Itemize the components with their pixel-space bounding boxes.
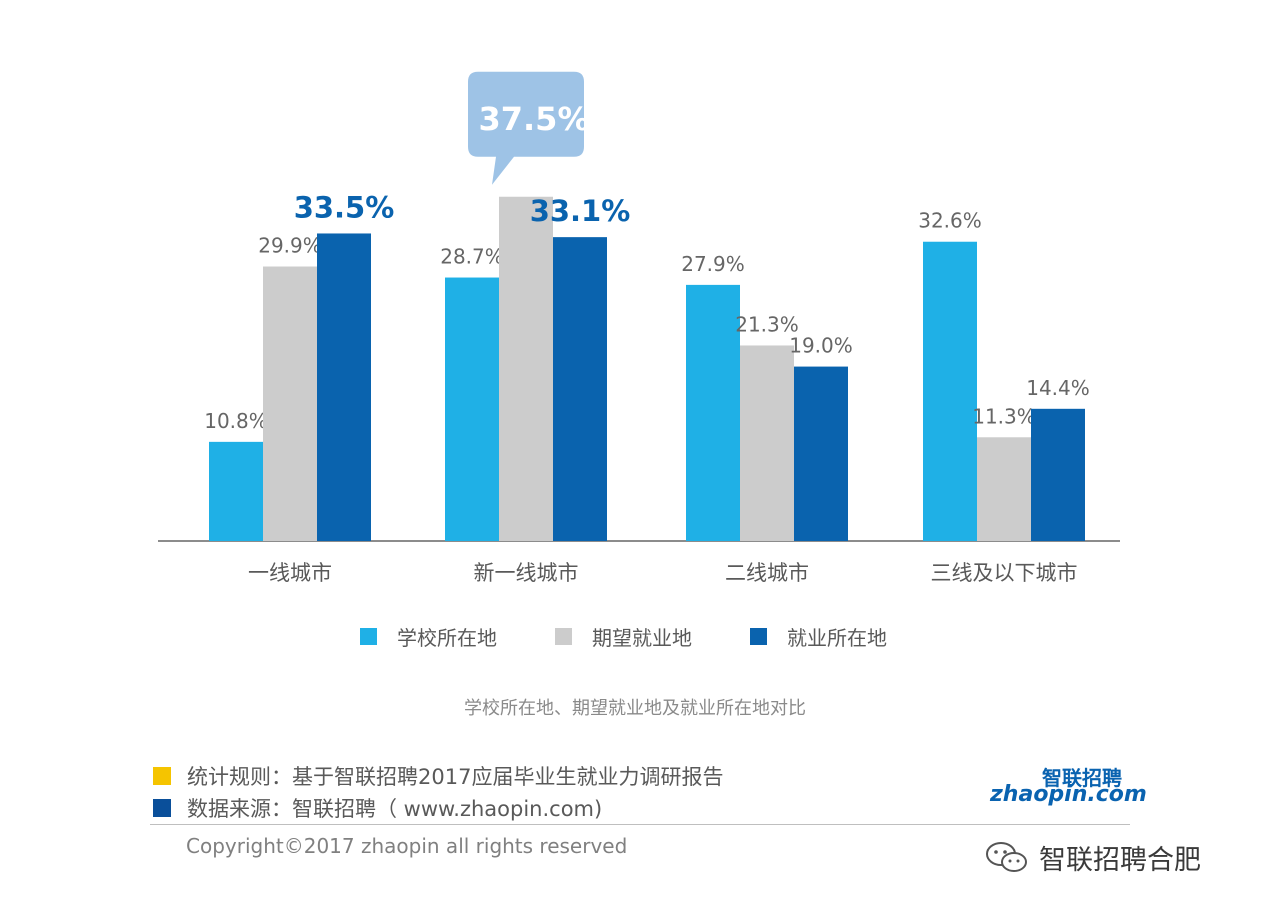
- legend-item-employment: 就业所在地: [750, 622, 887, 651]
- bubble-label: 37.5%: [478, 100, 589, 138]
- data-label: 28.7%: [440, 245, 504, 269]
- bar-2-0: [686, 284, 740, 541]
- note-stat-rule: 统计规则：基于智联招聘2017应届毕业生就业力调研报告: [153, 760, 723, 792]
- speech-bubble: [468, 71, 584, 185]
- x-tick-label: 新一线城市: [474, 561, 579, 585]
- legend-swatch-school: [360, 628, 377, 645]
- legend: 学校所在地 期望就业地 就业所在地: [360, 622, 945, 651]
- legend-swatch-employment: [750, 628, 767, 645]
- legend-item-expected: 期望就业地: [555, 622, 692, 651]
- bar-1-1: [499, 196, 553, 541]
- data-label: 11.3%: [972, 404, 1036, 428]
- data-label-highlight: 33.5%: [294, 190, 395, 224]
- note-swatch-blue: [153, 799, 171, 817]
- bar-2-1: [740, 345, 794, 541]
- data-label: 32.6%: [918, 209, 982, 233]
- bar-1-0: [445, 277, 499, 541]
- data-label: 10.8%: [204, 409, 268, 433]
- logo-en: zhaopin.com: [990, 782, 1147, 807]
- bar-chart: 10.8% 29.9% 33.5% 一线城市 28.7% 37.5% 33.1% 新一线城市 2…: [158, 71, 1120, 585]
- zhaopin-logo: 智联招聘 zhaopin.com: [990, 762, 1147, 818]
- chart-caption: 学校所在地、期望就业地及就业所在地对比: [464, 698, 806, 719]
- notes: 统计规则：基于智联招聘2017应届毕业生就业力调研报告 数据来源：智联招聘（ w…: [153, 760, 723, 824]
- divider: [150, 824, 1130, 825]
- data-label-highlight: 33.1%: [530, 194, 631, 228]
- bar-0-2: [317, 233, 371, 541]
- note-text: 统计规则：基于智联招聘2017应届毕业生就业力调研报告: [187, 765, 724, 789]
- bar-0-1: [263, 266, 317, 541]
- x-tick-label: 二线城市: [725, 561, 809, 585]
- logo-cn: 智联招聘: [1042, 766, 1122, 790]
- note-swatch-yellow: [153, 767, 171, 785]
- legend-label-expected: 期望就业地: [592, 626, 692, 650]
- legend-label-employment: 就业所在地: [787, 626, 887, 650]
- x-tick-label: 一线城市: [248, 561, 332, 585]
- bar-1-2: [553, 237, 607, 541]
- data-label: 29.9%: [258, 234, 322, 258]
- x-tick-label: 三线及以下城市: [931, 561, 1078, 585]
- note-data-source: 数据来源：智联招聘（ www.zhaopin.com): [153, 792, 723, 824]
- legend-item-school: 学校所在地: [360, 622, 497, 651]
- data-label: 21.3%: [735, 312, 799, 336]
- bar-2-2: [794, 366, 848, 541]
- data-label: 14.4%: [1026, 376, 1090, 400]
- bar-3-2: [1031, 408, 1085, 541]
- wechat-icon: [986, 841, 1027, 872]
- bar-0-0: [209, 441, 263, 541]
- watermark: 智联招聘合肥: [985, 838, 1201, 877]
- legend-label-school: 学校所在地: [397, 626, 497, 650]
- legend-swatch-expected: [555, 628, 572, 645]
- watermark-text: 智联招聘合肥: [1039, 845, 1201, 876]
- data-label: 19.0%: [789, 334, 853, 358]
- note-text: 数据来源：智联招聘（ www.zhaopin.com): [187, 797, 603, 821]
- copyright: Copyright©2017 zhaopin all rights reserv…: [186, 834, 628, 858]
- data-label: 27.9%: [681, 252, 745, 276]
- bar-3-0: [923, 241, 977, 541]
- bar-3-1: [977, 437, 1031, 541]
